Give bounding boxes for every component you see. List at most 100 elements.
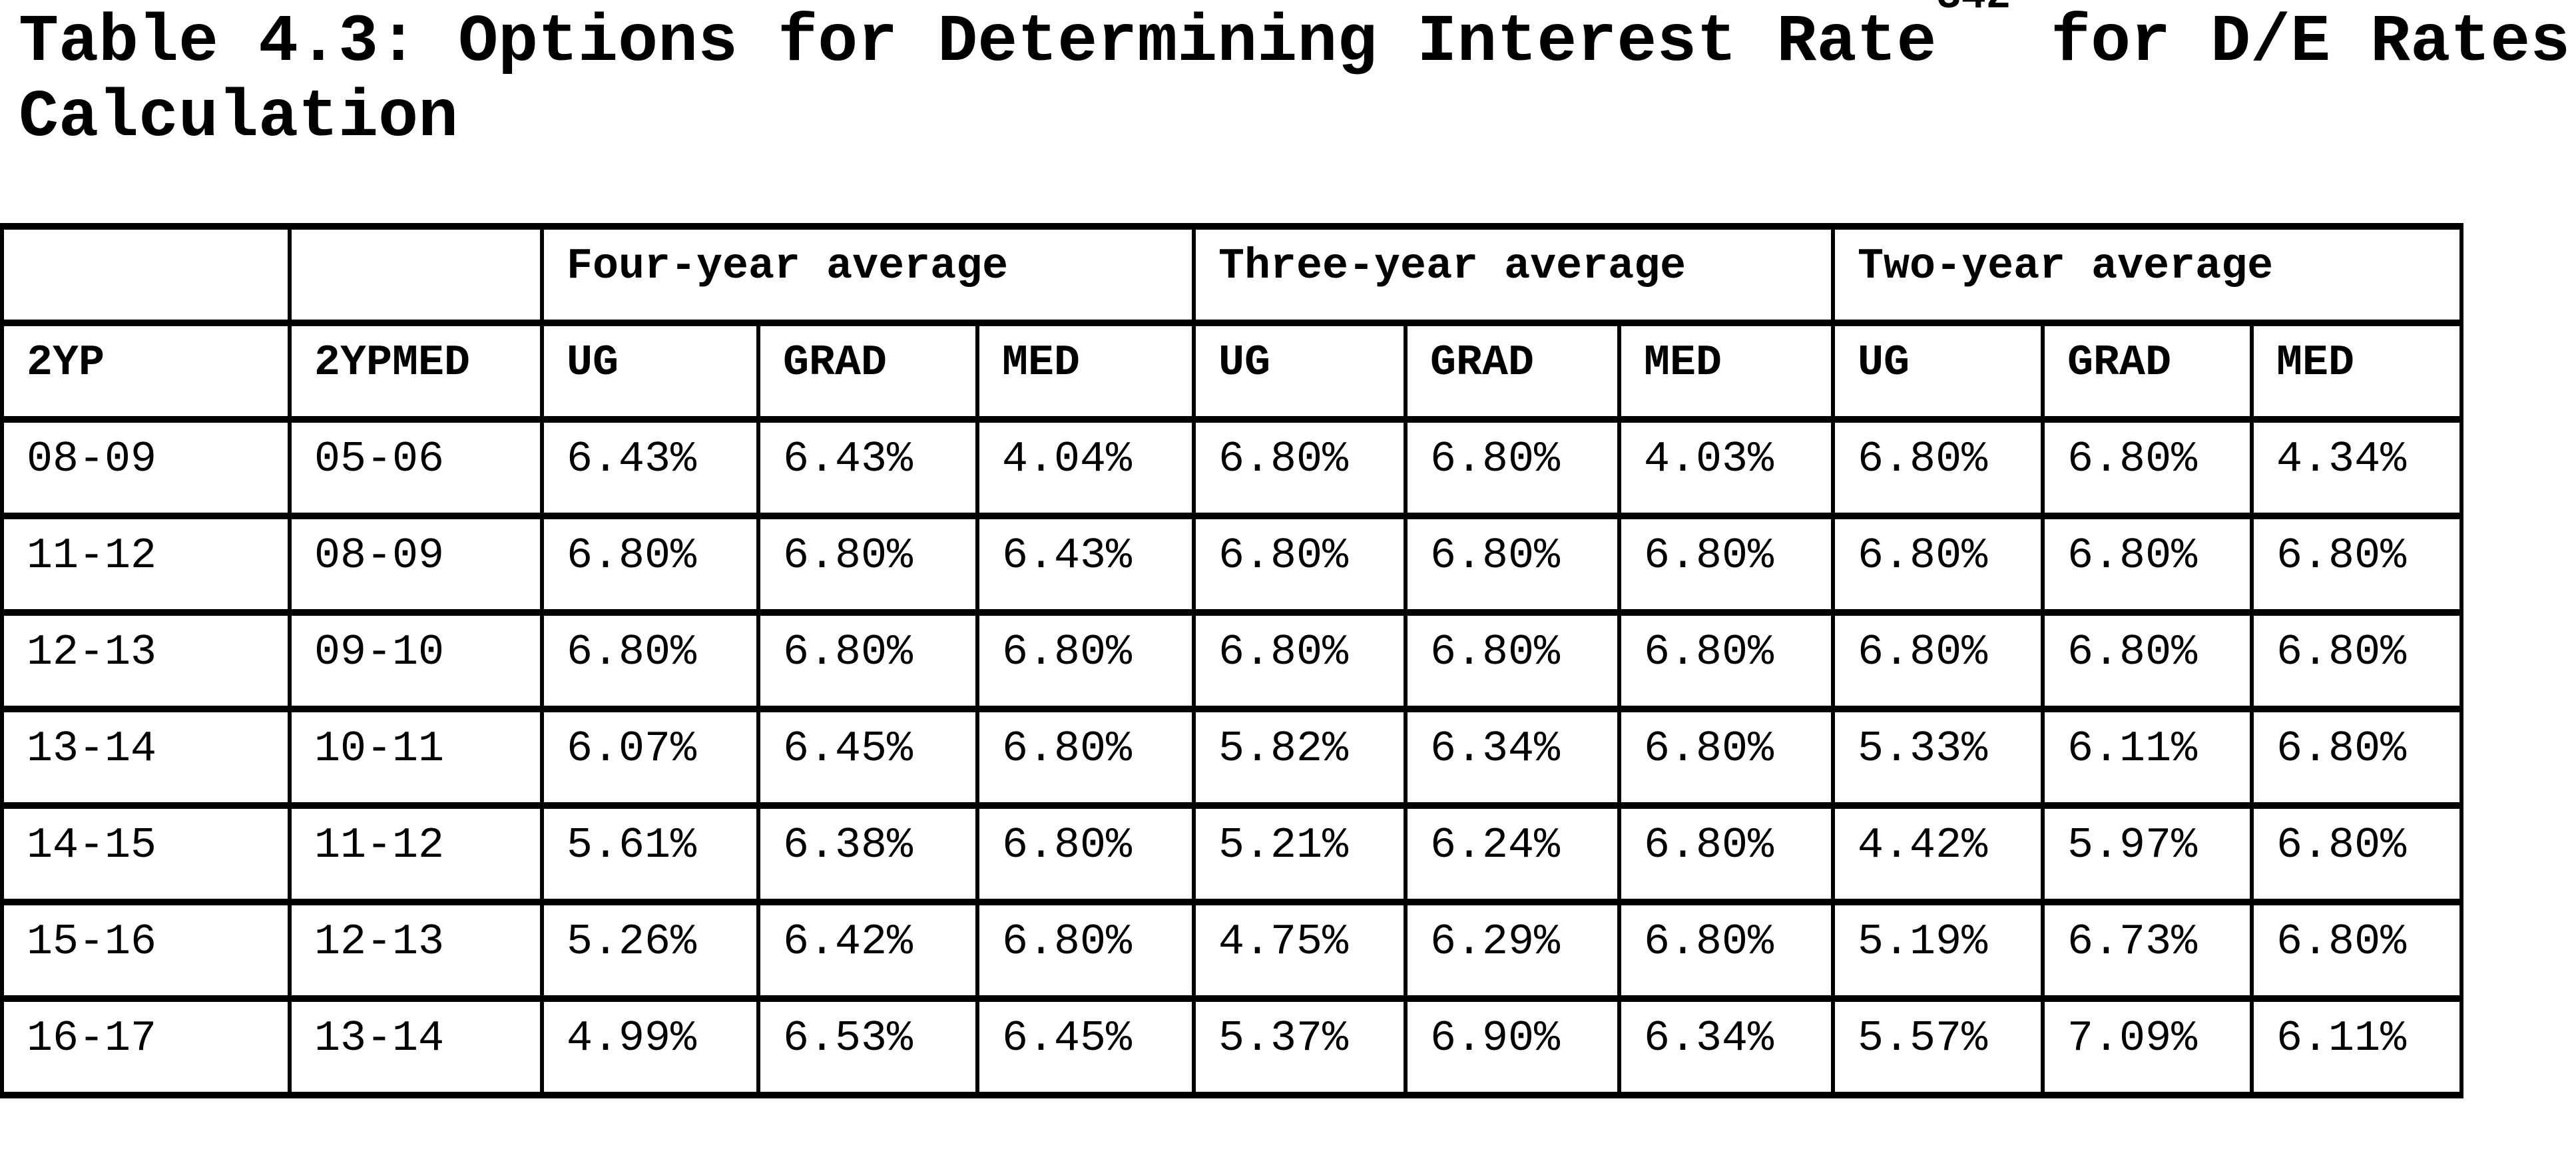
table-cell: 6.80% (2250, 802, 2464, 905)
table-cell: 6.80% (756, 513, 979, 616)
group-header-three-year-average: Three-year average (1192, 223, 1836, 326)
table-cell: 6.73% (2041, 899, 2254, 1002)
table-cell: 6.90% (1404, 995, 1622, 1098)
table-cell: 7.09% (2041, 995, 2254, 1098)
table-cell: 6.45% (975, 995, 1196, 1098)
page-title: Table 4.3: Options for Determining Inter… (0, 0, 2576, 156)
table-cell: 6.38% (756, 802, 979, 905)
column-header-grad-3yr: GRAD (1404, 320, 1622, 423)
group-header-empty-1 (0, 223, 292, 326)
table-cell: 6.07% (540, 706, 760, 809)
table-row: 13-14 10-11 6.07% 6.45% 6.80% 5.82% 6.34… (0, 706, 2464, 809)
table-cell: 6.80% (2250, 609, 2464, 712)
table-cell: 6.11% (2250, 995, 2464, 1098)
table-cell: 4.34% (2250, 416, 2464, 519)
footnote-ref-342: 342 (1936, 0, 2011, 20)
table-cell: 6.34% (1617, 995, 1836, 1098)
column-header-ug-2yr: UG (1831, 320, 2045, 423)
table-cell: 6.80% (2250, 706, 2464, 809)
table-row: 11-12 08-09 6.80% 6.80% 6.43% 6.80% 6.80… (0, 513, 2464, 616)
title-line-2: Calculation (19, 81, 2576, 156)
title-text-main: Table 4.3: Options for Determining Inter… (19, 5, 1937, 81)
table-cell: 6.80% (1831, 513, 2045, 616)
group-header-two-year-average: Two-year average (1831, 223, 2464, 326)
column-header-grad-2yr: GRAD (2041, 320, 2254, 423)
table-cell: 10-11 (288, 706, 544, 809)
table-cell: 4.75% (1192, 899, 1408, 1002)
table-row: 14-15 11-12 5.61% 6.38% 6.80% 5.21% 6.24… (0, 802, 2464, 905)
column-header-ug-3yr: UG (1192, 320, 1408, 423)
column-header-2yp: 2YP (0, 320, 292, 423)
table-cell: 6.53% (756, 995, 979, 1098)
table-cell: 5.37% (1192, 995, 1408, 1098)
table-cell: 11-12 (288, 802, 544, 905)
table-cell: 6.80% (1617, 609, 1836, 712)
table-cell: 6.45% (756, 706, 979, 809)
table-cell: 12-13 (288, 899, 544, 1002)
table-row: 15-16 12-13 5.26% 6.42% 6.80% 4.75% 6.29… (0, 899, 2464, 1002)
table-row: 16-17 13-14 4.99% 6.53% 6.45% 5.37% 6.90… (0, 995, 2464, 1098)
table-cell: 5.97% (2041, 802, 2254, 905)
table-cell: 6.80% (1617, 802, 1836, 905)
column-header-med-2yr: MED (2250, 320, 2464, 423)
table-cell: 6.80% (1192, 416, 1408, 519)
table-cell: 6.80% (1192, 513, 1408, 616)
document-page: Table 4.3: Options for Determining Inter… (0, 0, 2576, 1098)
table-cell: 4.04% (975, 416, 1196, 519)
table-cell: 5.33% (1831, 706, 2045, 809)
table-cell: 05-06 (288, 416, 544, 519)
table-cell: 13-14 (288, 995, 544, 1098)
table-cell: 4.03% (1617, 416, 1836, 519)
table-cell: 6.43% (975, 513, 1196, 616)
table-cell: 6.80% (2250, 513, 2464, 616)
table-cell: 6.80% (1404, 416, 1622, 519)
table-cell: 13-14 (0, 706, 292, 809)
column-header-med-3yr: MED (1617, 320, 1836, 423)
table-cell: 6.80% (1404, 609, 1622, 712)
table-cell: 4.99% (540, 995, 760, 1098)
table-cell: 08-09 (0, 416, 292, 519)
group-header-empty-2 (288, 223, 544, 326)
table-cell: 6.80% (2041, 513, 2254, 616)
column-header-ug-4yr: UG (540, 320, 760, 423)
title-text-cont: for D/E Rates (2011, 5, 2571, 81)
table-cell: 6.80% (756, 609, 979, 712)
column-header-2ypmed: 2YPMED (288, 320, 544, 423)
table-cell: 6.80% (2041, 609, 2254, 712)
table-cell: 6.80% (1831, 609, 2045, 712)
table-cell: 6.80% (1617, 706, 1836, 809)
table-cell: 6.80% (1831, 416, 2045, 519)
table-cell: 15-16 (0, 899, 292, 1002)
title-line-1: Table 4.3: Options for Determining Inter… (19, 0, 2576, 81)
table-cell: 6.80% (975, 609, 1196, 712)
table-cell: 6.29% (1404, 899, 1622, 1002)
table-cell: 6.80% (540, 513, 760, 616)
table-cell: 6.11% (2041, 706, 2254, 809)
table-cell: 5.57% (1831, 995, 2045, 1098)
table-cell: 6.43% (756, 416, 979, 519)
table-cell: 6.80% (540, 609, 760, 712)
group-header-row: Four-year average Three-year average Two… (0, 223, 2464, 326)
table-cell: 6.80% (975, 899, 1196, 1002)
table-cell: 6.80% (1192, 609, 1408, 712)
table-cell: 11-12 (0, 513, 292, 616)
table-cell: 5.21% (1192, 802, 1408, 905)
table-cell: 12-13 (0, 609, 292, 712)
table-cell: 6.80% (1617, 899, 1836, 1002)
table-cell: 5.26% (540, 899, 760, 1002)
table-cell: 6.80% (2041, 416, 2254, 519)
table-cell: 6.43% (540, 416, 760, 519)
table-cell: 6.80% (975, 706, 1196, 809)
group-header-four-year-average: Four-year average (539, 223, 1196, 326)
table-cell: 6.34% (1404, 706, 1622, 809)
column-header-med-4yr: MED (975, 320, 1196, 423)
interest-rate-table: Four-year average Three-year average Two… (0, 223, 2464, 1098)
table-row: 08-09 05-06 6.43% 6.43% 4.04% 6.80% 6.80… (0, 416, 2464, 519)
table-cell: 09-10 (288, 609, 544, 712)
table-cell: 6.80% (1404, 513, 1622, 616)
table-cell: 5.82% (1192, 706, 1408, 809)
table-cell: 6.80% (2250, 899, 2464, 1002)
table-cell: 4.42% (1831, 802, 2045, 905)
table-cell: 14-15 (0, 802, 292, 905)
title-text-line2: Calculation (19, 81, 459, 156)
